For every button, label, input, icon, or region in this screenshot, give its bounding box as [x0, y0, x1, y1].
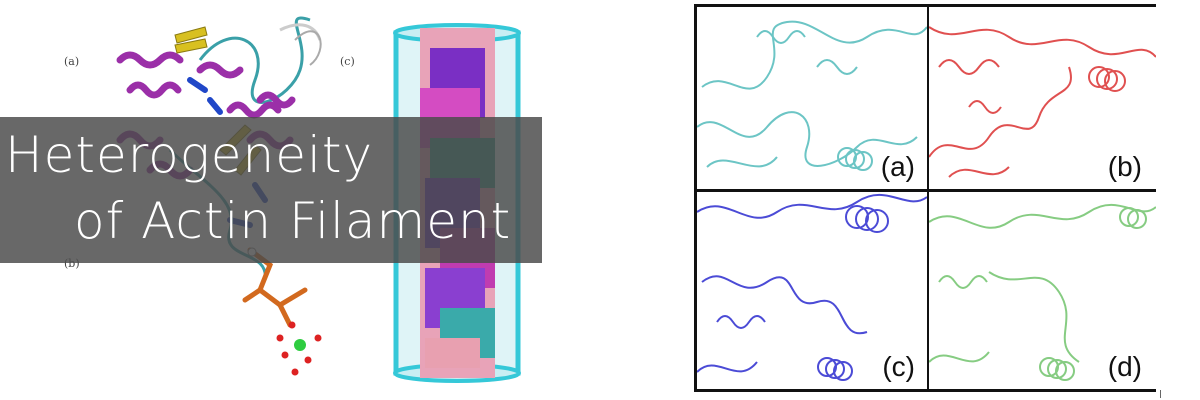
panel-label-a: (a) [64, 55, 80, 68]
panel-b-label: (b) [1107, 151, 1142, 182]
title-banner: Heterogeneity of Actin Filament [0, 117, 542, 263]
panel-b: (b) [929, 7, 1156, 189]
backbone-trace-a [697, 20, 927, 171]
title-line-2: of Actin Filament [74, 192, 512, 250]
grid-divider-horizontal [697, 189, 1153, 192]
panel-c-label: (c) [882, 351, 915, 382]
backbone-trace-c [697, 193, 927, 381]
panel-a-label: (a) [880, 151, 915, 182]
ion-sphere [294, 339, 306, 351]
backbone-trace-d [929, 203, 1156, 381]
panel-d: (d) [929, 192, 1156, 389]
backbone-trace-b [929, 26, 1156, 178]
backbone-panel-grid: (a) (b) (c) [694, 4, 1156, 392]
panel-c: (c) [697, 192, 927, 389]
panel-label-c: (c) [340, 55, 355, 68]
page-edge-mark [1160, 390, 1161, 398]
left-figure: (a) (c) (b) [0, 16, 542, 383]
panel-a: (a) [697, 7, 927, 189]
panel-d-label: (d) [1107, 351, 1142, 382]
title-line-1: Heterogeneity [5, 126, 374, 184]
grid-divider-vertical [927, 7, 929, 389]
